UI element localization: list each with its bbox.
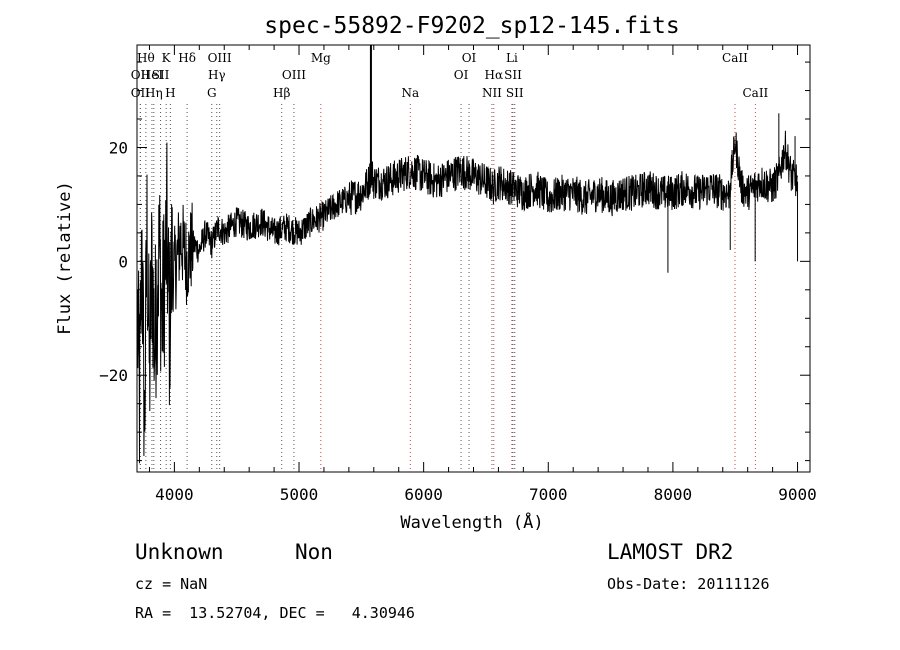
line-label-24: CaII bbox=[742, 86, 768, 100]
line-label-21: SII bbox=[504, 68, 522, 82]
spectral-line-labels: OII OII Hθ HeI Hη SII K H Hδ G Hγ OIII Hβ OIII Mg Na OI O… bbox=[131, 51, 769, 100]
line-label-4: Hη bbox=[145, 86, 163, 100]
x-tick-label: 6000 bbox=[404, 485, 443, 504]
coordinates-text: RA = 13.52704, DEC = 4.30946 bbox=[135, 604, 415, 622]
line-label-5: SII bbox=[152, 68, 170, 82]
y-tick-label: 0 bbox=[118, 252, 128, 271]
flux-line bbox=[137, 130, 798, 464]
y-tick-label: 20 bbox=[109, 138, 128, 157]
x-tick-label: 4000 bbox=[155, 485, 194, 504]
flux-series bbox=[137, 45, 799, 464]
line-label-22: SII bbox=[506, 86, 524, 100]
y-tick-label: −20 bbox=[99, 366, 128, 385]
line-label-8: Hδ bbox=[178, 51, 196, 65]
line-label-10: Hγ bbox=[208, 68, 226, 82]
x-tick-label: 9000 bbox=[778, 485, 817, 504]
line-label-19: Hα bbox=[485, 68, 504, 82]
chart-title: spec-55892-F9202_sp12-145.fits bbox=[264, 13, 679, 39]
plot-frame bbox=[136, 44, 811, 473]
x-axis-ticks: 4000 5000 6000 7000 8000 9000 bbox=[148, 45, 817, 504]
line-label-3: HeI bbox=[141, 68, 164, 82]
line-label-17: OI bbox=[462, 51, 477, 65]
line-label-14: Mg bbox=[311, 51, 331, 65]
spectral-line-markers bbox=[139, 104, 756, 472]
line-label-15: Na bbox=[401, 86, 419, 100]
object-subclass-label: Non bbox=[295, 540, 333, 564]
line-label-11: OIII bbox=[208, 51, 232, 65]
line-label-23: CaII bbox=[722, 51, 748, 65]
line-label-2: Hθ bbox=[137, 51, 155, 65]
y-axis-ticks: −20 0 20 bbox=[99, 61, 810, 462]
line-label-20: Li bbox=[506, 51, 518, 65]
line-label-16: OI bbox=[454, 68, 469, 82]
x-tick-label: 5000 bbox=[280, 485, 319, 504]
y-axis-title: Flux (relative) bbox=[55, 181, 75, 335]
line-label-9: G bbox=[207, 86, 217, 100]
line-label-13: OIII bbox=[282, 68, 306, 82]
line-label-6: K bbox=[162, 51, 172, 65]
x-tick-label: 7000 bbox=[529, 485, 568, 504]
survey-label: LAMOST DR2 bbox=[607, 540, 734, 564]
line-label-7: H bbox=[165, 86, 175, 100]
line-label-18: NII bbox=[482, 86, 502, 100]
object-class-label: Unknown bbox=[135, 540, 224, 564]
x-tick-label: 8000 bbox=[654, 485, 693, 504]
line-label-0: OII bbox=[131, 68, 151, 82]
redshift-text: cz = NaN bbox=[135, 575, 208, 593]
obs-date-text: Obs-Date: 20111126 bbox=[607, 575, 770, 593]
line-label-12: Hβ bbox=[273, 86, 290, 100]
line-label-1: OII bbox=[131, 86, 151, 100]
x-axis-title: Wavelength (Å) bbox=[400, 511, 543, 533]
